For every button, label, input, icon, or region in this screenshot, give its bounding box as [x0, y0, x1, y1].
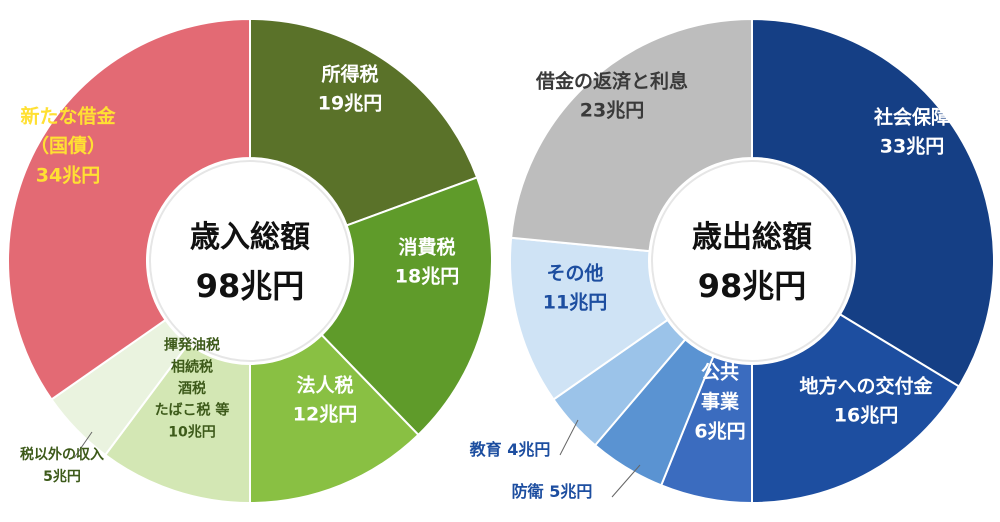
- expenditure-center-ring: [651, 160, 853, 362]
- revenue-slice-label-0: 所得税 19兆円: [318, 62, 382, 114]
- expenditure-slice-label-0: 社会保障 33兆円: [873, 105, 950, 157]
- revenue-center-total: 98兆円: [196, 267, 305, 305]
- expenditure-center-disc: [649, 158, 855, 364]
- revenue-center-title: 歳入総額: [190, 220, 310, 255]
- expenditure-slice-label-3: 防衛 5兆円: [512, 482, 593, 501]
- revenue-center-ring: [149, 160, 351, 362]
- revenue-slice-label-1: 消費税 18兆円: [395, 235, 459, 287]
- expenditure-leader-line-4: [559, 419, 579, 456]
- expenditure-slice-label-1: 地方への交付金 16兆円: [799, 374, 933, 426]
- revenue-slice-label-2: 法人税 12兆円: [293, 373, 357, 425]
- revenue-leader-line-4: [73, 431, 93, 459]
- expenditure-center-title: 歳出総額: [692, 220, 812, 255]
- expenditure-slice-label-2: 公共事業 6兆円: [694, 362, 745, 443]
- revenue-slice-label-4: 税以外の収入 5兆円: [20, 446, 104, 485]
- revenue-center-disc: [147, 158, 353, 364]
- expenditure-leader-line-3: [611, 464, 641, 498]
- expenditure-slice-label-6: 借金の返済と利息 23兆円: [535, 69, 688, 121]
- expenditure-slice-label-5: その他 11兆円: [543, 261, 607, 313]
- revenue-slice-label-5: 新たな借金（国債） 34兆円: [20, 105, 116, 187]
- expenditure-slice-label-4: 教育 4兆円: [470, 440, 551, 459]
- expenditure-center-total: 98兆円: [698, 267, 807, 305]
- revenue-slice-label-3: 揮発油税相続税酒税たばこ税 等 10兆円: [155, 337, 230, 441]
